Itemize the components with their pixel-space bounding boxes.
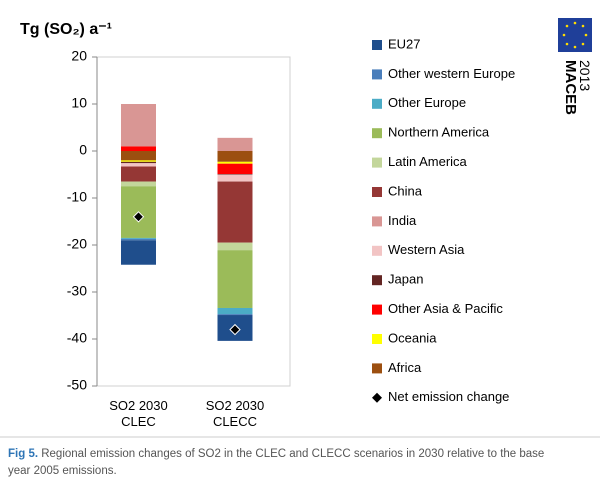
legend-label: Other western Europe [388,66,515,81]
y-tick-label: 10 [71,95,87,111]
bar-segment [217,137,253,151]
bar-segment [120,181,156,187]
legend-label: China [388,183,423,198]
net-marker [132,211,145,223]
x-tick-label: SO2 2030 CLEC [109,398,168,429]
y-tick-label: -30 [67,283,87,299]
bar-segment [217,163,253,175]
bar-segment [217,174,253,182]
y-tick-label: -40 [67,330,87,346]
legend-label: Net emission change [388,389,509,404]
caption: Fig 5. Regional emission changes of SO2 … [8,446,568,480]
net-marker [229,323,241,336]
legend-swatch [372,98,382,109]
bar-segment [217,181,253,243]
legend-swatch [372,334,382,344]
bar-segment [120,160,156,162]
bar-segment [120,151,156,161]
bar-segment [217,242,253,251]
bar-segment [217,314,253,316]
legend-label: Other Asia & Pacific [388,301,503,316]
logo-stars [562,21,588,49]
legend-swatch [372,275,382,286]
legend-label: India [388,213,417,228]
bar-segment [120,166,156,182]
caption-label: Fig 5. [8,448,39,460]
legend-label: Western Asia [388,242,465,257]
bar-segment [217,151,253,162]
y-tick-label: -20 [67,236,87,252]
bar-segment [120,104,156,147]
caption-text: Regional emission changes of SO2 in the … [8,448,545,477]
legend-swatch [372,157,382,168]
y-tick-label: 20 [71,48,87,64]
chart-title: Tg (SO₂) a⁻¹ [20,21,112,38]
logo-year: 2013 [577,60,593,91]
legend-swatch [372,128,382,139]
legend-swatch [372,69,382,80]
y-tick-label: -50 [67,377,87,393]
bar-segment [120,240,156,265]
bar-segment [217,307,253,315]
legend-label: Africa [388,360,422,375]
bar-segment [120,163,156,167]
bar-segment [120,146,156,151]
legend-swatch [372,245,382,256]
legend-label: Northern America [388,125,490,140]
logo-name: MACEB [562,60,579,115]
bar-segment [120,238,156,241]
legend-swatch [372,363,382,374]
legend-label: Latin America [388,154,468,169]
legend-label: Oceania [388,330,437,345]
chart: Tg (SO₂) a⁻¹ MACEB 2013 -50 -40 -30 -20 -10 0… [0,18,600,438]
legend-label: Other Europe [388,95,466,110]
bar-segment [120,161,156,164]
legend-swatch [372,187,382,197]
legend-label: Japan [388,272,423,287]
bar-segment [120,237,156,239]
legend-label: EU27 [388,36,421,51]
x-tick-label: SO2 2030 CLECC [205,398,265,429]
bar-segment [217,161,253,164]
legend-swatch [372,392,382,403]
y-tick-label: -10 [67,189,87,205]
legend-swatch [372,216,382,227]
legend-swatch [372,40,382,50]
y-tick-label: 0 [79,142,87,158]
legend-swatch [372,304,382,315]
bar-segment [217,250,253,308]
